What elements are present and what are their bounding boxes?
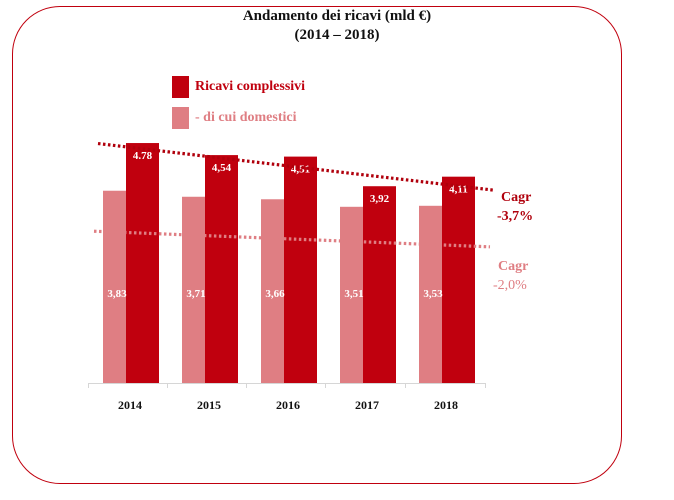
cagr-value-total: -3,7%: [497, 209, 534, 224]
bar-total-2015: [205, 155, 238, 383]
legend-swatch-total: [172, 76, 189, 98]
x-tick-label-2018: 2018: [434, 398, 458, 412]
cagr-label-total: Cagr: [501, 190, 532, 205]
chart-subtitle: (2014 – 2018): [294, 27, 380, 43]
x-tick-label-2016: 2016: [276, 398, 300, 412]
legend-swatch-domestic: [172, 107, 189, 129]
data-label-domestic-2017: 3,51: [344, 288, 363, 300]
bar-total-2016: [284, 156, 317, 383]
cagr-annotation-domestic: Cagr -2,0%: [493, 257, 528, 295]
trendline-total: [97, 141, 495, 192]
x-tick-label-2014: 2014: [118, 398, 142, 412]
legend-item-domestic: - di cui domestici: [172, 107, 305, 129]
chart-title-main: Andamento dei ricavi (mld €): [242, 8, 432, 24]
cagr-label-domestic: Cagr: [498, 259, 529, 274]
data-label-domestic-2014: 3,83: [107, 288, 127, 300]
data-label-total-2016: 4,51: [291, 164, 310, 176]
chart-title: Andamento dei ricavi (mld €) (2014 – 201…: [0, 7, 674, 45]
data-label-total-2014: 4.78: [133, 150, 153, 162]
legend-label-domestic: - di cui domestici: [195, 110, 297, 125]
data-label-total-2017: 3,92: [370, 193, 390, 205]
legend-label-total: Ricavi complessivi: [195, 79, 306, 94]
cagr-value-domestic: -2,0%: [493, 278, 527, 293]
bar-domestic-2016: [261, 199, 287, 383]
x-tick-label-2015: 2015: [197, 398, 221, 412]
data-label-domestic-2015: 3,71: [186, 288, 205, 300]
data-label-total-2018: 4,11: [449, 184, 468, 196]
bar-domestic-2017: [340, 206, 366, 383]
data-label-domestic-2018: 3,53: [423, 288, 443, 300]
bar-domestic-2015: [182, 196, 208, 383]
bar-total-2017: [363, 186, 396, 383]
trendline-domestic: [93, 229, 491, 249]
chart-frame: [12, 6, 622, 484]
legend: Ricavi complessivi - di cui domestici: [172, 76, 305, 138]
bar-total-2018: [442, 176, 475, 383]
data-label-domestic-2016: 3,66: [265, 288, 285, 300]
data-label-total-2015: 4,54: [212, 162, 232, 174]
bar-domestic-2018: [419, 205, 445, 383]
bar-total-2014: [126, 143, 159, 383]
x-tick-label-2017: 2017: [355, 398, 379, 412]
bar-domestic-2014: [103, 190, 129, 383]
legend-item-total: Ricavi complessivi: [172, 76, 305, 98]
cagr-annotation-total: Cagr -3,7%: [497, 188, 533, 226]
